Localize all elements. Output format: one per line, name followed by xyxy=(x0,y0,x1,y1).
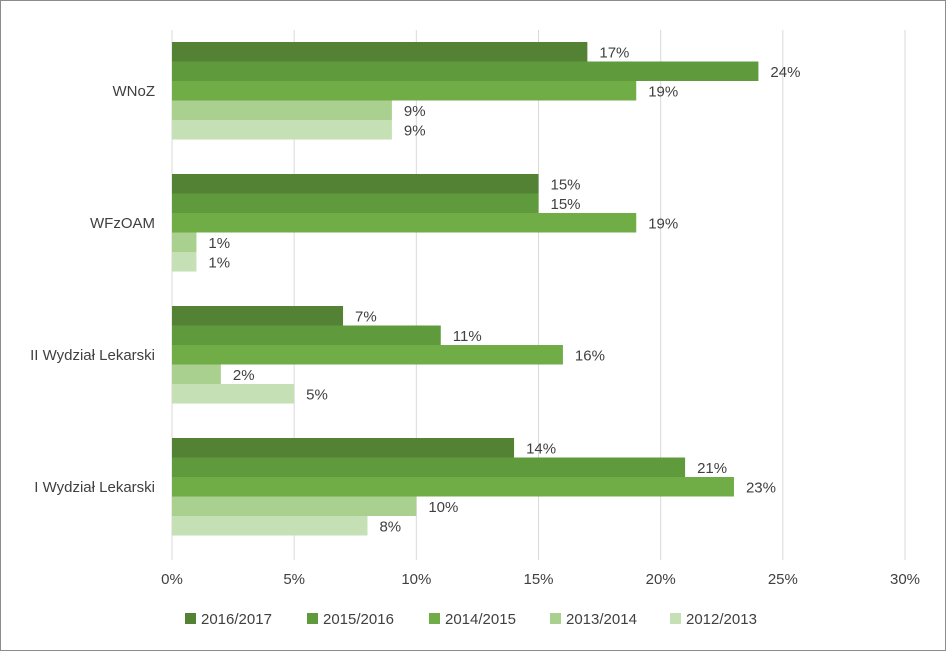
bar xyxy=(172,42,588,62)
bar xyxy=(172,457,686,477)
category-label: WFzOAM xyxy=(90,215,155,232)
x-tick-label: 5% xyxy=(283,571,305,588)
bar-value-label: 14% xyxy=(526,440,556,457)
x-tick-label: 15% xyxy=(523,571,553,588)
bar-value-label: 23% xyxy=(746,479,776,496)
bar xyxy=(172,325,441,345)
bar xyxy=(172,174,539,194)
legend-swatch xyxy=(185,613,196,624)
bar xyxy=(172,232,197,252)
bar xyxy=(172,345,563,365)
bar xyxy=(172,61,759,81)
bar xyxy=(172,516,368,536)
legend-label: 2012/2013 xyxy=(686,611,757,628)
x-tick-label: 10% xyxy=(401,571,431,588)
bars xyxy=(172,42,759,536)
legend-label: 2013/2014 xyxy=(566,611,637,628)
legend-swatch xyxy=(670,613,681,624)
bar xyxy=(172,252,197,272)
bar-value-label: 8% xyxy=(379,518,401,535)
category-label: WNoZ xyxy=(113,83,156,100)
legend: 2016/2017 2015/2016 2014/2015 2013/2014 2012… xyxy=(185,611,757,628)
bar-value-label: 5% xyxy=(306,386,328,403)
bar-value-label: 9% xyxy=(404,122,426,139)
legend-label: 2014/2015 xyxy=(445,611,516,628)
bar xyxy=(172,120,392,140)
bar xyxy=(172,438,515,458)
bar-value-label: 1% xyxy=(208,235,230,252)
bar xyxy=(172,213,637,233)
bar-value-label: 19% xyxy=(648,215,678,232)
bar xyxy=(172,364,221,384)
x-tick-label: 0% xyxy=(161,571,183,588)
x-tick-label: 20% xyxy=(646,571,676,588)
legend-label: 2015/2016 xyxy=(323,611,394,628)
legend-swatch xyxy=(307,613,318,624)
legend-label: 2016/2017 xyxy=(201,611,272,628)
category-label: I Wydział Lekarski xyxy=(34,479,155,496)
bar xyxy=(172,384,295,404)
bar xyxy=(172,193,539,213)
bar-value-label: 21% xyxy=(697,460,727,477)
bar-value-label: 16% xyxy=(575,347,605,364)
bar-value-label: 24% xyxy=(770,64,800,81)
bar xyxy=(172,100,392,120)
bar xyxy=(172,496,417,516)
bar-value-label: 7% xyxy=(355,308,377,325)
category-labels: WNoZ WFzOAM II Wydział Lekarski I Wydział L… xyxy=(30,83,155,496)
bar-value-label: 11% xyxy=(453,328,482,345)
data-labels: 17% 24% 19% 9% 9% 15% 15% 19% 1% 1% 7% 11% 16% 2% 5% 14… xyxy=(208,44,800,535)
x-tick-label: 25% xyxy=(768,571,798,588)
bar-value-label: 15% xyxy=(551,196,581,213)
bar xyxy=(172,477,734,497)
bar-value-label: 9% xyxy=(404,103,426,120)
bar-value-label: 10% xyxy=(428,499,458,516)
bar-value-label: 15% xyxy=(551,176,581,193)
legend-swatch xyxy=(429,613,440,624)
legend-swatch xyxy=(550,613,561,624)
bar-value-label: 17% xyxy=(599,44,629,61)
bar-value-label: 2% xyxy=(233,367,255,384)
category-label: II Wydział Lekarski xyxy=(30,347,155,364)
bar-value-label: 1% xyxy=(208,254,230,271)
bar-value-label: 19% xyxy=(648,83,678,100)
bar xyxy=(172,306,344,326)
bar xyxy=(172,81,637,101)
x-axis-ticks: 0% 5% 10% 15% 20% 25% 30% xyxy=(161,571,920,588)
x-tick-label: 30% xyxy=(890,571,920,588)
